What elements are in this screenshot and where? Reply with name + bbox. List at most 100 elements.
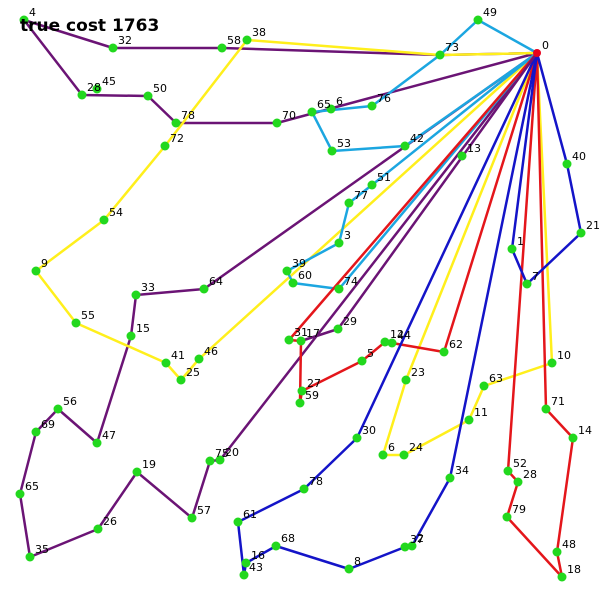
node-label: 43 — [249, 561, 263, 574]
node-label: 23 — [411, 366, 425, 379]
node-label: 0 — [542, 39, 549, 52]
route-line-9 — [236, 52, 539, 577]
node-label: 74 — [344, 275, 358, 288]
customer-node — [541, 404, 551, 414]
node-label: 40 — [572, 150, 586, 163]
customer-node — [284, 335, 294, 345]
customer-node — [92, 438, 102, 448]
customer-node — [327, 146, 337, 156]
customer-node — [457, 151, 467, 161]
customer-node — [199, 284, 209, 294]
customer-node — [77, 90, 87, 100]
node-label: 71 — [551, 395, 565, 408]
node-label: 19 — [142, 458, 156, 471]
node-label: 24 — [409, 441, 423, 454]
customer-node — [176, 375, 186, 385]
diagram-title: true cost 1763 — [20, 16, 159, 36]
node-label: 28 — [87, 81, 101, 94]
node-label: 69 — [41, 418, 55, 431]
node-label: 21 — [586, 219, 600, 232]
customer-node — [297, 386, 307, 396]
customer-node — [401, 375, 411, 385]
route-line-3 — [381, 52, 554, 457]
node-label: 3 — [344, 229, 351, 242]
customer-node — [387, 338, 397, 348]
customer-node — [271, 541, 281, 551]
customer-node — [400, 141, 410, 151]
node-label: 48 — [562, 538, 576, 551]
node-label: 79 — [512, 503, 526, 516]
node-label: 64 — [209, 275, 223, 288]
node-label: 9 — [41, 257, 48, 270]
customer-node — [407, 541, 417, 551]
customer-node — [445, 473, 455, 483]
node-label: 20 — [225, 446, 239, 459]
node-label: 14 — [578, 424, 592, 437]
customer-node — [99, 215, 109, 225]
node-label: 13 — [467, 142, 481, 155]
node-label: 2 — [417, 532, 424, 545]
node-label: 38 — [252, 26, 266, 39]
node-label: 1 — [517, 235, 524, 248]
customer-node — [143, 91, 153, 101]
node-label: 44 — [397, 329, 411, 342]
customer-node — [334, 284, 344, 294]
node-label: 16 — [251, 549, 265, 562]
node-label: 55 — [81, 309, 95, 322]
customer-node — [334, 238, 344, 248]
node-label: 76 — [377, 92, 391, 105]
customer-node — [357, 356, 367, 366]
node-label: 8 — [354, 555, 361, 568]
node-label: 28 — [523, 468, 537, 481]
customer-node — [576, 228, 586, 238]
node-label: 34 — [455, 464, 469, 477]
node-label: 5 — [367, 347, 374, 360]
node-label: 6 — [388, 441, 395, 454]
node-label: 39 — [292, 257, 306, 270]
node-label: 78 — [309, 475, 323, 488]
node-label: 46 — [204, 345, 218, 358]
customer-node — [171, 118, 181, 128]
node-label: 6 — [336, 95, 343, 108]
node-label: 78 — [181, 109, 195, 122]
route-line-6 — [287, 52, 539, 405]
customer-node — [344, 564, 354, 574]
customer-node — [502, 512, 512, 522]
customer-node — [552, 547, 562, 557]
customer-node — [71, 318, 81, 328]
node-label: 77 — [354, 189, 368, 202]
node-label: 72 — [170, 132, 184, 145]
node-label: 65 — [25, 480, 39, 493]
node-label: 35 — [35, 543, 49, 556]
customer-node — [367, 101, 377, 111]
node-label: 4 — [29, 6, 36, 19]
node-label: 62 — [449, 338, 463, 351]
node-label: 15 — [136, 322, 150, 335]
customer-node — [479, 381, 489, 391]
node-label: 58 — [227, 34, 241, 47]
node-label: 47 — [102, 429, 116, 442]
customer-node — [215, 455, 225, 465]
customer-node — [25, 552, 35, 562]
node-label: 70 — [282, 109, 296, 122]
node-label: 63 — [489, 372, 503, 385]
node-label: 25 — [186, 366, 200, 379]
node-label: 73 — [445, 41, 459, 54]
node-label: 30 — [362, 424, 376, 437]
customer-node — [326, 104, 336, 114]
customer-node — [31, 427, 41, 437]
node-label: 57 — [197, 504, 211, 517]
node-label: 11 — [474, 406, 488, 419]
node-label: 51 — [377, 171, 391, 184]
node-label: 29 — [343, 315, 357, 328]
customer-node — [513, 477, 523, 487]
node-label: 12 — [390, 328, 404, 341]
customer-node — [380, 337, 390, 347]
customer-node — [19, 15, 29, 25]
node-label: 65 — [317, 98, 331, 111]
customer-node — [233, 517, 243, 527]
customer-node — [503, 466, 513, 476]
customer-node — [187, 513, 197, 523]
customer-node — [194, 354, 204, 364]
